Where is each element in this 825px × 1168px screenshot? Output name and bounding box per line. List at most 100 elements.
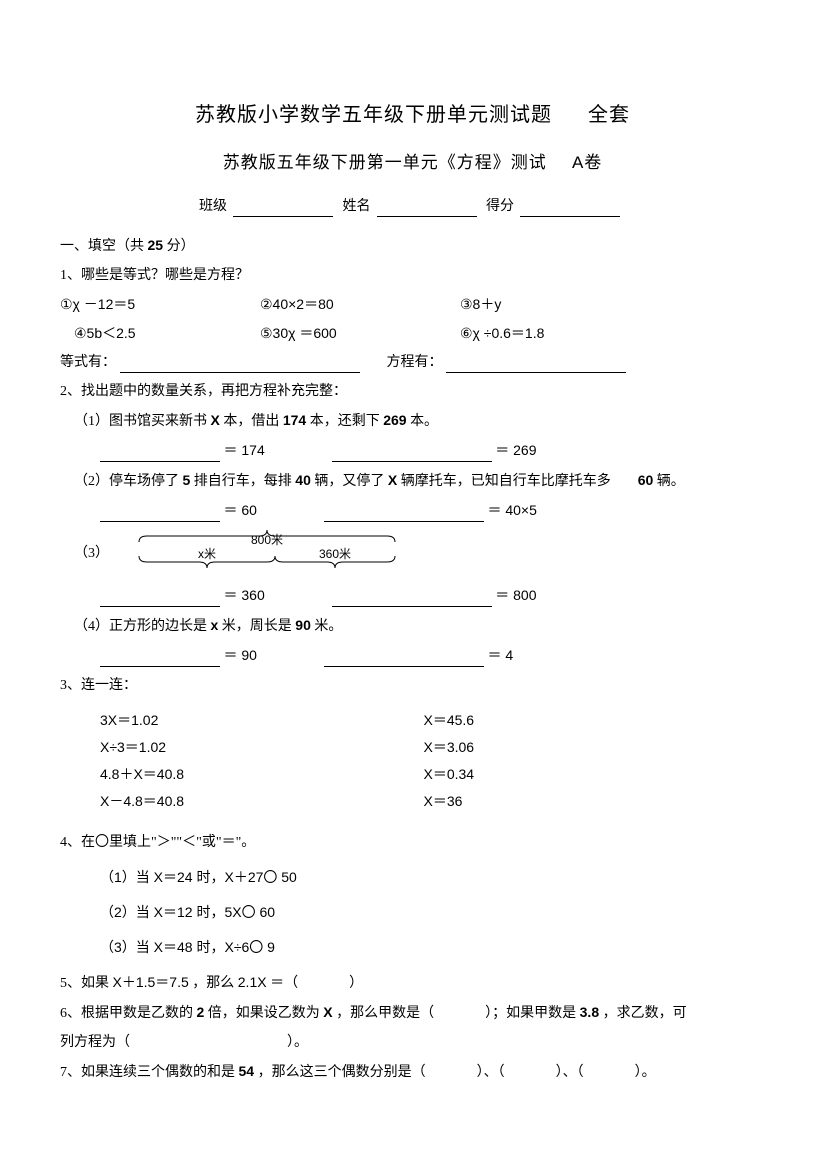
q2p4-a: （4）正方形的边长是 <box>74 619 207 634</box>
q1-opt4: ④5b＜2.5 <box>74 323 260 344</box>
q2p1-174: 174 <box>283 412 306 428</box>
q2p1-269: 269 <box>383 412 406 428</box>
q2p1-blank2 <box>332 448 492 462</box>
q2p1-eq1: ＝ 174 <box>224 442 265 458</box>
q4-p2: （2）当 X＝12 时，5X〇 60 <box>60 902 765 923</box>
q2p1-eq2: ＝ 269 <box>495 442 536 458</box>
q1-opt2: ②40×2＝80 <box>260 294 460 315</box>
q7-c: ）、（ <box>477 1065 505 1080</box>
title-sub: 苏教版五年级下册第一单元《方程》测试 A卷 <box>60 150 765 176</box>
q1-text: 1、哪些是等式？哪些是方程？ <box>60 265 765 286</box>
q2-p2-eqs: ＝ 60 ＝ 40×5 <box>60 500 765 522</box>
q2p2-blank2 <box>324 508 484 522</box>
q3-left-3: X－4.8＝40.8 <box>100 791 280 812</box>
q2p2-c: 辆，又停了 <box>314 474 384 489</box>
q3-right-col: X＝45.6 X＝3.06 X＝0.34 X＝36 <box>424 704 604 818</box>
s1-points: 25 <box>148 237 164 253</box>
q2p1-c: 本，还剩下 <box>310 414 380 429</box>
q2p1-x: X <box>211 412 220 428</box>
q2p3-blank2 <box>332 593 492 607</box>
q1-eq-label: 等式有： <box>60 355 116 370</box>
q2p2-40: 40 <box>295 472 311 488</box>
q3-right-1: X＝3.06 <box>424 737 604 758</box>
q1-fc-blank <box>446 359 626 373</box>
q1-opt1: ①χ －12＝5 <box>60 294 260 315</box>
q2p1-b: 本，借出 <box>223 414 279 429</box>
q6-num: 3.8 <box>580 1004 599 1020</box>
q5: 5、如果 X＋1.5＝7.5 ，那么 2.1X ＝（ ） <box>60 972 765 994</box>
q2p3-label: （3） <box>74 543 109 564</box>
q2-p3-eqs: ＝ 360 ＝ 800 <box>60 585 765 607</box>
q1-fc-label: 方程有： <box>387 355 443 370</box>
q7-d: ）、（ <box>556 1065 584 1080</box>
q1-answers: 等式有： 方程有： <box>60 352 765 373</box>
q3-left-0: 3X＝1.02 <box>100 710 280 731</box>
q2p2-b: 排自行车，每排 <box>194 474 292 489</box>
q6-x: X <box>323 1004 332 1020</box>
q7-a: 7、如果连续三个偶数的和是 <box>60 1065 235 1080</box>
q5-d: ） <box>349 976 363 991</box>
q2p2-5: 5 <box>183 472 191 488</box>
q7-e: ）。 <box>635 1065 656 1080</box>
title-fullset: 全套 <box>588 100 630 130</box>
q1-opt5: ⑤30χ ＝600 <box>260 323 460 344</box>
segment-diagram: 800米 x米 360米 <box>129 530 409 577</box>
q3-right-3: X＝36 <box>424 791 604 812</box>
q3-left-1: X÷3＝1.02 <box>100 737 280 758</box>
q5-c: ＝（ <box>270 976 298 991</box>
q1-row2: ④5b＜2.5 ⑤30χ ＝600 ⑥χ ÷0.6＝1.8 <box>60 323 765 344</box>
name-label: 姓名 <box>343 199 371 214</box>
q6-c: ，那么甲数是（ <box>336 1006 434 1021</box>
q2p2-e: 辆。 <box>657 474 685 489</box>
q2p2-x: X <box>388 472 397 488</box>
q2p2-eq2: ＝ 40×5 <box>487 502 536 518</box>
class-label: 班级 <box>199 199 227 214</box>
score-blank <box>520 203 620 217</box>
q5-expr: 2.1X <box>238 974 267 990</box>
q1-row1: ①χ －12＝5 ②40×2＝80 ③8＋y <box>60 294 765 315</box>
q2-p4-eqs: ＝ 90 ＝ 4 <box>60 645 765 667</box>
q2p3-eq1: ＝ 360 <box>224 587 265 603</box>
q2p2-eq1: ＝ 60 <box>224 502 257 518</box>
q6-f: 列方程为（ <box>60 1035 130 1050</box>
q2-text: 2、找出题中的数量关系，再把方程补充完整： <box>60 381 765 402</box>
q2-p4: （4）正方形的边长是 x 米，周长是 90 米。 <box>60 615 765 637</box>
q2p4-blank1 <box>100 653 220 667</box>
section-1-heading: 一、填空（共 25 分） <box>60 235 765 257</box>
q2p2-a: （2）停车场停了 <box>74 474 179 489</box>
q3-connect: 3X＝1.02 X÷3＝1.02 4.8＋X＝40.8 X－4.8＝40.8 X… <box>60 704 765 818</box>
q6-d: ）；如果甲数是 <box>485 1006 576 1021</box>
q1-eq-blank <box>120 359 360 373</box>
q7-b: ，那么这三个偶数分别是（ <box>258 1065 426 1080</box>
q5-eq: X＋1.5＝7.5 <box>113 974 189 990</box>
q2p1-blank1 <box>100 448 220 462</box>
q5-a: 5、如果 <box>60 976 109 991</box>
class-blank <box>233 203 333 217</box>
q3-right-0: X＝45.6 <box>424 710 604 731</box>
q2p1-a: （1）图书馆买来新书 <box>74 414 207 429</box>
q4-p3: （3）当 X＝48 时，X÷6〇 9 <box>60 937 765 958</box>
q2p3-blank1 <box>100 593 220 607</box>
q6-e: ，求乙数，可 <box>603 1006 687 1021</box>
q2-p1: （1）图书馆买来新书 X 本，借出 174 本，还剩下 269 本。 <box>60 410 765 432</box>
score-label: 得分 <box>486 199 514 214</box>
diagram-360: 360米 <box>319 547 351 561</box>
q2-p1-eqs: ＝ 174 ＝ 269 <box>60 440 765 462</box>
s1-heading-a: 一、填空（共 <box>60 239 144 254</box>
s1-heading-b: 分） <box>167 239 195 254</box>
q4-text: 4、在〇里填上"＞""＜"或"＝"。 <box>60 832 765 853</box>
q2p2-d: 辆摩托车，已知自行车比摩托车多 <box>401 474 611 489</box>
title-main: 苏教版小学数学五年级下册单元测试题 全套 <box>60 100 765 130</box>
q2p4-eq2: ＝ 4 <box>487 647 513 663</box>
q4-p1: （1）当 X＝24 时，X＋27〇 50 <box>60 867 765 888</box>
q1-opt3: ③8＋y <box>460 294 660 315</box>
q2p4-blank2 <box>324 653 484 667</box>
q6-a: 6、根据甲数是乙数的 <box>60 1006 193 1021</box>
q2p2-blank1 <box>100 508 220 522</box>
diagram-x: x米 <box>198 547 216 561</box>
name-blank <box>377 203 477 217</box>
q6-two: 2 <box>197 1004 205 1020</box>
diagram-total: 800米 <box>251 533 283 547</box>
q2p4-b: 米，周长是 <box>222 619 292 634</box>
q7-num: 54 <box>239 1063 255 1079</box>
